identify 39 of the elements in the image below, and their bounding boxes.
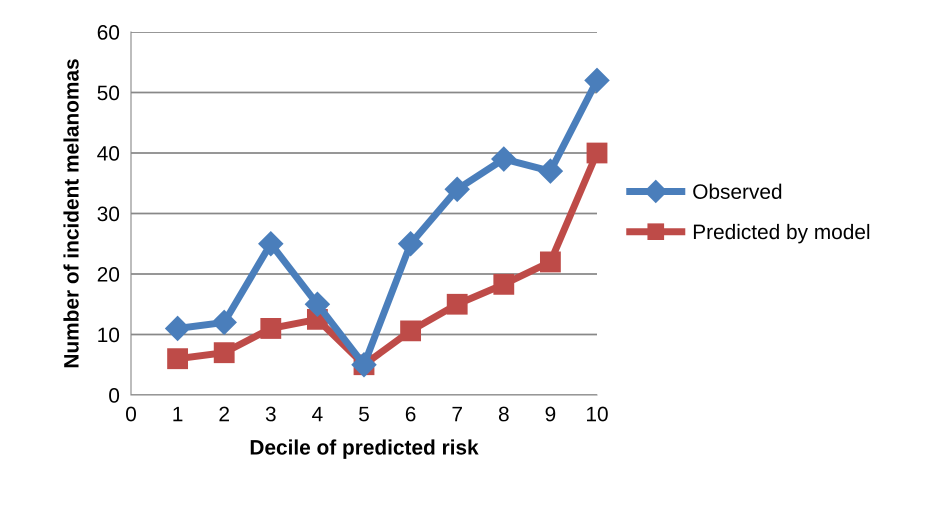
point [165,316,190,341]
point [493,274,514,295]
x-tick-label: 6 [406,406,416,422]
x-axis-title: Decile of predicted risk [250,439,479,459]
point [444,176,470,202]
legend-label: Observed [693,184,782,199]
point [258,231,284,256]
legend-label: Predicted by model [694,224,870,244]
point [584,68,610,93]
x-tick-label: 8 [498,406,509,422]
x-tick-label: 2 [219,406,229,422]
x-tick-label: 0 [126,406,136,422]
y-tick-label: 10 [98,328,120,342]
y-tick-label: 40 [97,146,120,161]
point [260,318,282,339]
y-axis-title: Number of incident melanomas [63,59,79,368]
point [586,142,608,164]
point [491,146,516,172]
x-tick-label: 9 [546,406,556,422]
x-tick-label: 3 [266,406,276,422]
point [446,294,468,315]
point [538,158,563,184]
point [214,342,235,364]
x-tick-label: 7 [452,406,462,422]
y-tick-label: 60 [98,25,120,40]
x-tick-label: 10 [587,406,608,422]
point [400,320,422,342]
point [540,251,561,272]
point [167,348,188,370]
y-tick-label: 0 [109,388,120,403]
x-tick-label: 5 [359,406,369,422]
x-tick-label: 1 [173,406,182,422]
y-tick-label: 20 [98,267,120,282]
point [304,292,330,317]
point [398,231,424,256]
y-tick-label: 30 [98,206,120,222]
y-tick-label: 50 [98,86,120,100]
x-tick-label: 4 [312,406,323,422]
point [212,310,237,335]
